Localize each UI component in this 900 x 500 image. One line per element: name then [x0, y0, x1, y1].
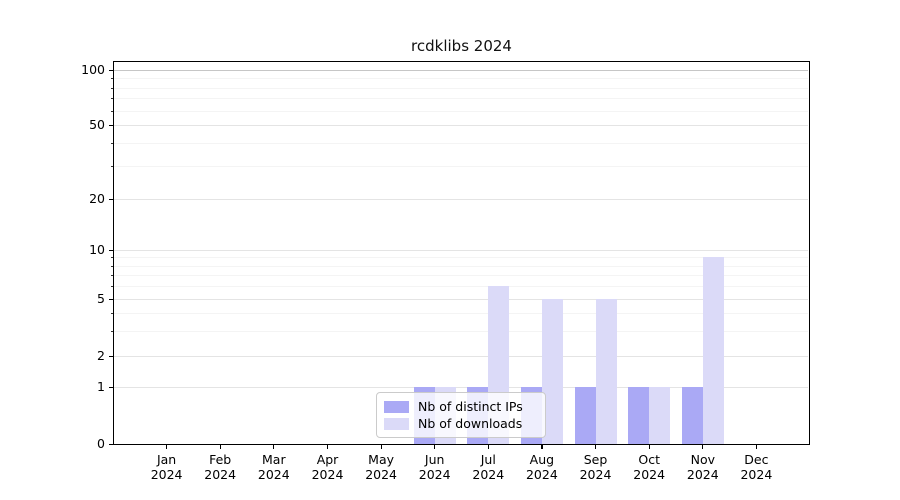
- xtick-label-jul: Jul 2024: [472, 452, 505, 482]
- gridline-minor-3: [114, 330, 808, 332]
- xtick-label-sep: Sep 2024: [579, 452, 612, 482]
- xtick-oct: [648, 445, 650, 449]
- gridline-minor-60: [114, 110, 808, 112]
- xtick-label-aug: Aug 2024: [525, 452, 558, 482]
- ytick-minor-70: [111, 98, 113, 100]
- ytick-minor-40: [111, 143, 113, 144]
- ytick-0: [109, 443, 113, 445]
- ytick-minor-4: [111, 312, 113, 314]
- ytick-5: [109, 298, 113, 300]
- bar-nb-of-downloads-aug: [541, 299, 563, 444]
- ytick-minor-80: [111, 87, 113, 89]
- gridline-minor-9: [114, 257, 808, 259]
- plot-frame: [113, 61, 810, 445]
- bar-nb-of-distinct-ips-nov: [681, 387, 703, 444]
- gridline-minor-90: [114, 78, 808, 80]
- ytick-label-1: 1: [97, 379, 105, 394]
- legend: Nb of distinct IPs Nb of downloads: [376, 392, 546, 438]
- chart-title: rcdklibs 2024: [411, 37, 512, 55]
- legend-label-downloads: Nb of downloads: [418, 416, 523, 431]
- ytick-label-20: 20: [89, 191, 105, 206]
- xtick-aug: [541, 445, 543, 449]
- ytick-50: [109, 124, 113, 126]
- xtick-jun: [434, 445, 436, 449]
- gridline-minor-80: [114, 87, 808, 89]
- ytick-100: [109, 69, 113, 71]
- ytick-minor-60: [111, 110, 113, 112]
- bar-nb-of-distinct-ips-oct: [628, 387, 650, 444]
- gridline-5: [114, 299, 808, 300]
- xtick-jul: [487, 445, 489, 449]
- xtick-label-feb: Feb 2024: [204, 452, 237, 482]
- bar-nb-of-downloads-oct: [649, 387, 671, 444]
- ytick-minor-30: [111, 166, 113, 168]
- ytick-label-0: 0: [97, 436, 105, 451]
- xtick-nov: [702, 445, 704, 449]
- xtick-label-mar: Mar 2024: [257, 452, 290, 482]
- ytick-minor-3: [111, 330, 113, 332]
- xtick-label-may: May 2024: [365, 452, 397, 482]
- gridline-minor-70: [114, 98, 808, 100]
- gridline-minor-4: [114, 312, 808, 314]
- xtick-label-oct: Oct 2024: [633, 452, 666, 482]
- xtick-may: [380, 445, 382, 449]
- xtick-label-dec: Dec 2024: [740, 452, 773, 482]
- ytick-label-100: 100: [81, 62, 105, 77]
- ytick-minor-9: [111, 257, 113, 259]
- xtick-jan: [166, 445, 168, 449]
- ytick-20: [109, 198, 113, 200]
- xtick-mar: [273, 445, 275, 449]
- ytick-label-10: 10: [89, 242, 105, 257]
- gridline-1: [114, 387, 808, 388]
- ytick-minor-7: [111, 275, 113, 277]
- ytick-label-5: 5: [97, 291, 105, 306]
- gridline-minor-30: [114, 166, 808, 168]
- gridline-minor-8: [114, 265, 808, 267]
- ytick-label-2: 2: [97, 348, 105, 363]
- legend-item-downloads: Nb of downloads: [384, 415, 536, 432]
- gridline-2: [114, 356, 808, 357]
- xtick-dec: [755, 445, 758, 449]
- xtick-label-jan: Jan 2024: [150, 452, 183, 482]
- gridline-minor-40: [114, 143, 808, 144]
- ytick-minor-90: [111, 78, 113, 80]
- legend-item-distinct-ips: Nb of distinct IPs: [384, 398, 536, 415]
- ytick-minor-8: [111, 265, 113, 267]
- ytick-10: [109, 249, 113, 251]
- gridline-minor-7: [114, 275, 808, 277]
- gridline-20: [114, 199, 808, 200]
- xtick-label-jun: Jun 2024: [418, 452, 451, 482]
- gridline-10: [114, 250, 808, 251]
- bar-nb-of-distinct-ips-sep: [574, 387, 596, 444]
- xtick-feb: [219, 445, 221, 449]
- ytick-1: [109, 386, 113, 388]
- ytick-2: [109, 355, 113, 357]
- xtick-sep: [595, 445, 597, 449]
- legend-swatch-distinct-ips-icon: [384, 400, 409, 413]
- ytick-label-50: 50: [89, 117, 105, 132]
- legend-swatch-downloads-icon: [384, 417, 409, 430]
- ytick-minor-6: [111, 286, 113, 288]
- gridline-100: [114, 70, 808, 71]
- xtick-label-apr: Apr 2024: [311, 452, 344, 482]
- bar-nb-of-downloads-sep: [595, 299, 617, 444]
- legend-label-distinct-ips: Nb of distinct IPs: [418, 399, 523, 414]
- gridline-50: [114, 125, 808, 126]
- xtick-apr: [327, 445, 329, 449]
- bar-nb-of-downloads-nov: [702, 257, 724, 444]
- xtick-label-nov: Nov 2024: [686, 452, 719, 482]
- gridline-minor-6: [114, 286, 808, 288]
